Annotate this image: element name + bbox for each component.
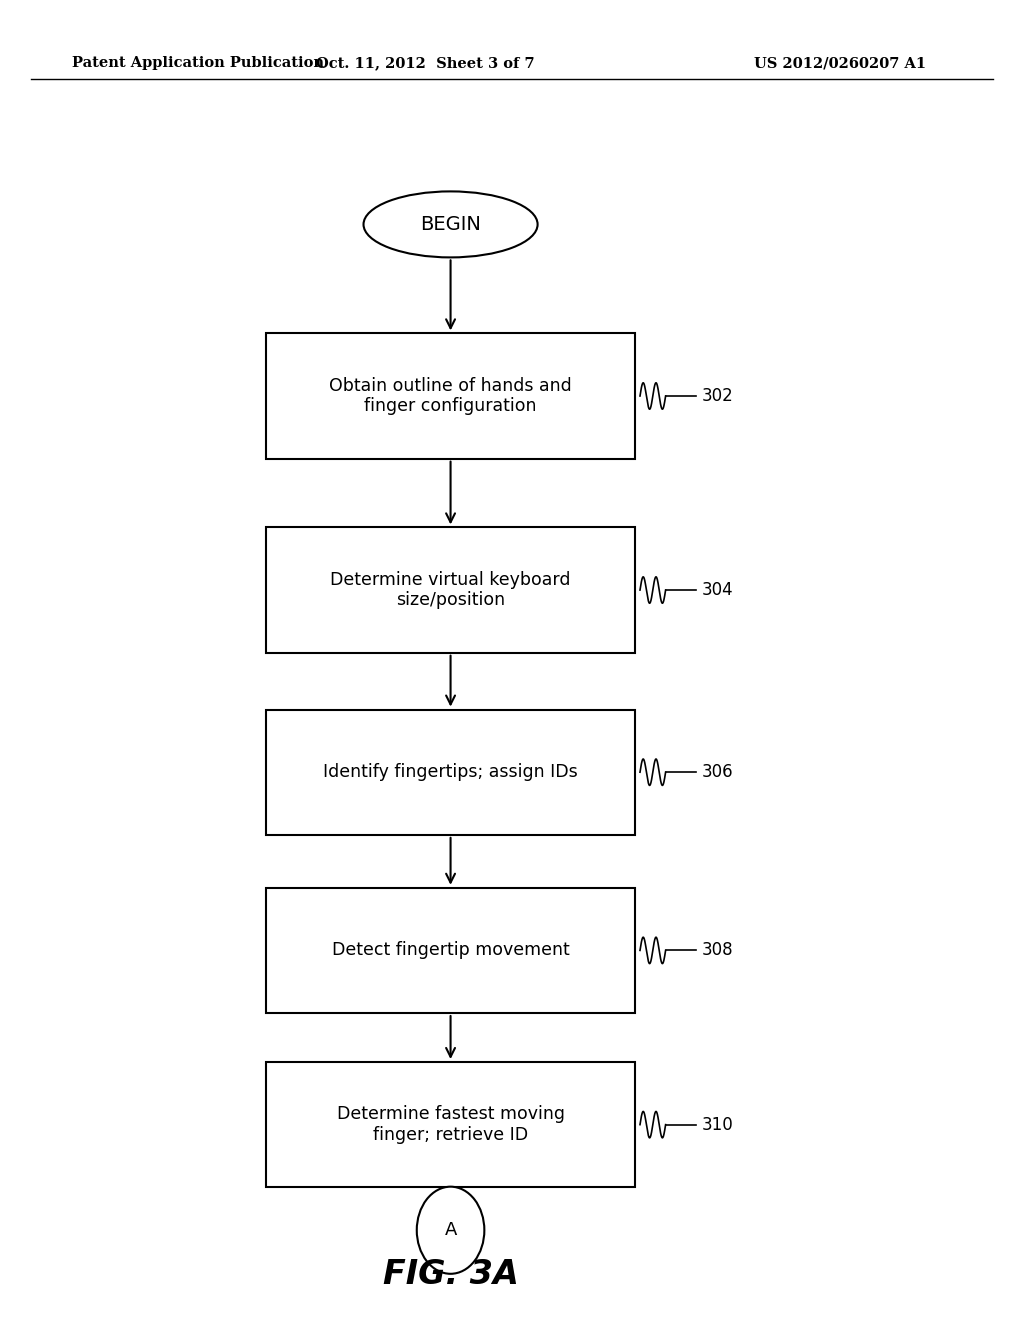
Text: 310: 310: [701, 1115, 733, 1134]
FancyBboxPatch shape: [266, 887, 635, 1014]
FancyBboxPatch shape: [266, 710, 635, 836]
Ellipse shape: [364, 191, 538, 257]
Text: 302: 302: [701, 387, 733, 405]
Text: BEGIN: BEGIN: [420, 215, 481, 234]
Text: 308: 308: [701, 941, 733, 960]
Text: Patent Application Publication: Patent Application Publication: [72, 57, 324, 70]
Text: Determine fastest moving
finger; retrieve ID: Determine fastest moving finger; retriev…: [337, 1105, 564, 1144]
Text: 306: 306: [701, 763, 733, 781]
FancyBboxPatch shape: [266, 334, 635, 459]
Text: Detect fingertip movement: Detect fingertip movement: [332, 941, 569, 960]
Text: Identify fingertips; assign IDs: Identify fingertips; assign IDs: [324, 763, 578, 781]
Text: Obtain outline of hands and
finger configuration: Obtain outline of hands and finger confi…: [329, 376, 572, 416]
Text: FIG. 3A: FIG. 3A: [383, 1258, 518, 1291]
Text: A: A: [444, 1221, 457, 1239]
Text: 304: 304: [701, 581, 733, 599]
Text: Oct. 11, 2012  Sheet 3 of 7: Oct. 11, 2012 Sheet 3 of 7: [315, 57, 535, 70]
Text: Determine virtual keyboard
size/position: Determine virtual keyboard size/position: [331, 570, 570, 610]
Text: US 2012/0260207 A1: US 2012/0260207 A1: [754, 57, 926, 70]
FancyBboxPatch shape: [266, 1061, 635, 1188]
FancyBboxPatch shape: [266, 527, 635, 652]
Circle shape: [417, 1187, 484, 1274]
